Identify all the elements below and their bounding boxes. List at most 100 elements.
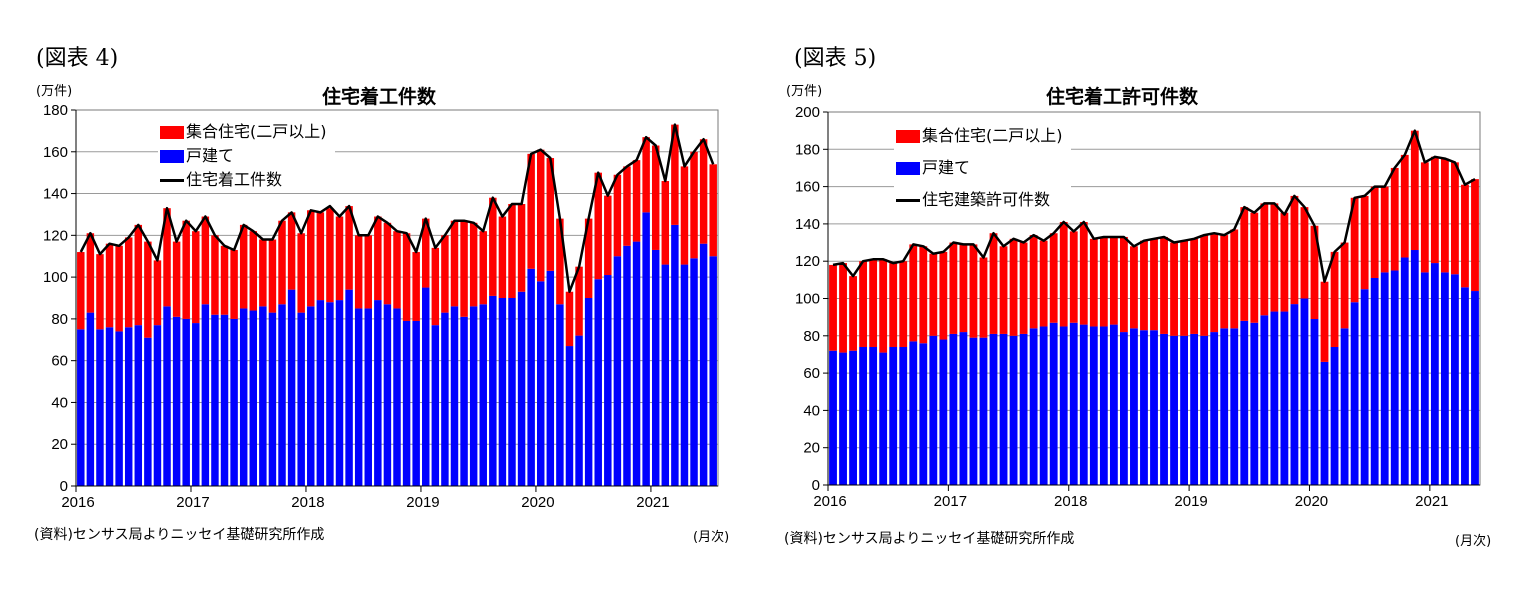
bar-single-family <box>623 245 631 486</box>
bar-multi-family <box>949 242 958 334</box>
bar-multi-family <box>1310 225 1319 320</box>
bar-single-family <box>1069 322 1078 485</box>
figure-label: (図表 5) <box>794 46 877 71</box>
bar-single-family <box>192 323 200 486</box>
y-tick-label: 40 <box>803 402 820 419</box>
bar-multi-family <box>709 164 717 257</box>
bar-multi-family <box>192 231 200 324</box>
bar-multi-family <box>879 259 888 353</box>
bar-multi-family <box>969 244 978 338</box>
bar-single-family <box>1180 335 1189 485</box>
bar-single-family <box>1140 330 1148 485</box>
bar-single-family <box>999 333 1008 485</box>
bar-multi-family <box>1230 229 1239 329</box>
bar-multi-family <box>594 172 602 280</box>
bar-multi-family <box>1240 207 1249 321</box>
x-unit-label: (月次) <box>693 530 730 545</box>
y-tick-label: 60 <box>51 353 68 370</box>
bar-multi-family <box>959 244 968 333</box>
bar-single-family <box>153 325 162 486</box>
bar-multi-family <box>1430 156 1439 264</box>
x-tick-label: 2016 <box>61 494 94 511</box>
y-tick-label: 20 <box>51 436 68 453</box>
bar-multi-family <box>450 220 459 307</box>
bar-single-family <box>1360 289 1369 485</box>
bar-multi-family <box>1170 242 1178 336</box>
bar-single-family <box>959 332 968 485</box>
legend-item-total: 住宅建築許可件数 <box>896 184 1063 216</box>
building-permits-chart: 0 20 40 60 80 100 120 140 160 180 200 2016 2017 2018 2… <box>795 104 1481 510</box>
bar-single-family <box>441 312 449 486</box>
multi-family-swatch <box>896 129 920 143</box>
bar-single-family <box>450 306 459 486</box>
bar-single-family <box>642 212 650 486</box>
bar-single-family <box>144 337 152 486</box>
bar-single-family <box>919 343 928 485</box>
bar-single-family <box>249 310 258 486</box>
bar-multi-family <box>565 291 574 347</box>
bar-single-family <box>105 327 114 486</box>
bar-multi-family <box>690 151 698 259</box>
bar-single-family <box>709 256 717 486</box>
bar-multi-family <box>623 166 631 246</box>
bar-multi-family <box>536 149 545 282</box>
y-tick-label: 40 <box>51 394 68 411</box>
bar-multi-family <box>1019 242 1028 334</box>
bar-multi-family <box>575 266 583 336</box>
legend-item-single: 戸建て <box>896 152 1063 184</box>
bar-multi-family <box>517 204 526 292</box>
bar-multi-family <box>134 224 143 326</box>
bar-multi-family <box>77 252 85 330</box>
bar-single-family <box>354 308 363 486</box>
bar-multi-family <box>1059 222 1068 327</box>
y-tick-label: 200 <box>795 104 820 121</box>
x-tick-label: 2017 <box>934 493 967 510</box>
source-note: (資料)センサス局よりニッセイ基礎研究所作成 <box>784 531 1075 547</box>
bar-multi-family <box>1119 236 1128 333</box>
y-tick-label: 140 <box>795 216 820 233</box>
y-tick-label: 0 <box>812 477 820 494</box>
bar-single-family <box>969 337 978 485</box>
x-tick-label: 2020 <box>521 494 554 511</box>
bar-multi-family <box>1471 179 1479 292</box>
bar-multi-family <box>86 233 95 313</box>
bar-multi-family <box>613 174 622 257</box>
bar-single-family <box>393 308 401 486</box>
bar-single-family <box>498 298 507 486</box>
bar-multi-family <box>479 231 487 305</box>
bar-multi-family <box>1109 236 1118 325</box>
y-tick-label: 20 <box>803 440 820 457</box>
x-tick-label: 2016 <box>813 493 846 510</box>
bar-single-family <box>1330 346 1339 485</box>
bar-single-family <box>594 279 602 486</box>
bar-multi-family <box>1270 203 1279 312</box>
bar-single-family <box>1410 250 1419 485</box>
bar-single-family <box>345 289 353 486</box>
bar-single-family <box>979 337 988 485</box>
figure-5: (図表 5) (万件) 住宅着工許可件数 0 20 40 60 80 100 120 140 1… <box>770 0 1531 599</box>
bar-multi-family <box>1260 203 1269 316</box>
x-tick-label: 2021 <box>636 494 669 511</box>
bar-multi-family <box>172 241 181 317</box>
bar-single-family <box>1009 335 1018 485</box>
bar-multi-family <box>230 249 238 319</box>
bar-single-family <box>1340 328 1349 485</box>
bar-single-family <box>1170 335 1178 485</box>
bar-multi-family <box>1130 246 1138 329</box>
bar-single-family <box>680 264 689 486</box>
bar-single-family <box>134 325 143 486</box>
bar-multi-family <box>153 260 162 326</box>
bar-multi-family <box>1140 240 1148 331</box>
bar-single-family <box>1190 333 1199 485</box>
total-line <box>79 123 715 293</box>
bar-multi-family <box>469 222 478 307</box>
legend-item-multi: 集合住宅(二戸以上) <box>896 120 1063 152</box>
bar-single-family <box>690 258 698 486</box>
x-tick-label: 2019 <box>406 494 439 511</box>
legend-item-multi: 集合住宅(二戸以上) <box>160 120 327 144</box>
legend-item-total: 住宅着工件数 <box>160 168 327 192</box>
bar-single-family <box>575 335 583 486</box>
bar-multi-family <box>239 224 248 309</box>
x-tick-label: 2020 <box>1295 493 1328 510</box>
chart-title: 住宅着工件数 <box>322 86 437 108</box>
